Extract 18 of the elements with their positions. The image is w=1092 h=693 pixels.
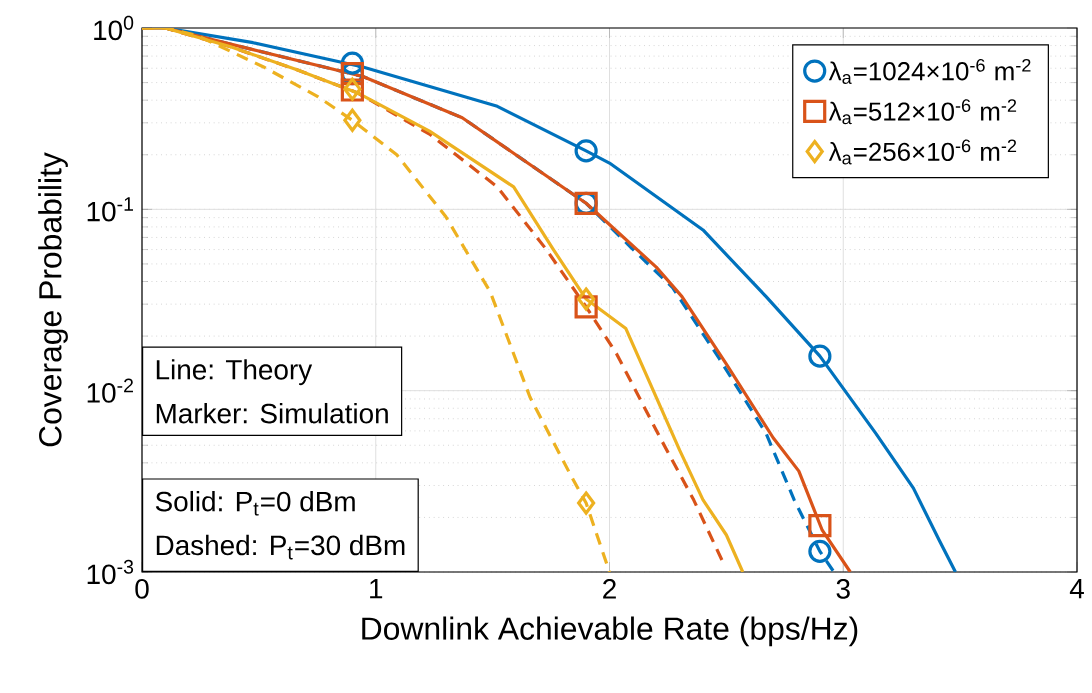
legend-label: λ$_{a}$=512×10$^{-6}$ m$^{-2}$ bbox=[828, 99, 1017, 125]
x-tick-label: 1 bbox=[370, 579, 383, 599]
annotation: Marker: Simulation bbox=[156, 402, 388, 424]
annotation: Solid: P$_{t}$=0 dBm bbox=[155, 490, 355, 516]
legend-label: λ$_{a}$=256×10$^{-6}$ m$^{-2}$ bbox=[828, 139, 1017, 165]
y-axis-title: Coverage Probability bbox=[38, 152, 68, 447]
x-tick-label: 3 bbox=[836, 579, 850, 599]
x-tick-label: 4 bbox=[1069, 579, 1084, 599]
y-tick-label: 10$^{0}$ bbox=[94, 15, 134, 41]
annotation: Dashed: P$_{t}$=30 dBm bbox=[156, 534, 405, 560]
y-tick-label: 10$^{-1}$ bbox=[87, 197, 134, 222]
annotation: Line: Theory bbox=[156, 359, 313, 386]
x-tick-label: 2 bbox=[603, 579, 616, 599]
x-tick-label: 0 bbox=[135, 579, 149, 599]
legend-label: λ$_{a}$=1024×10$^{-6}$ m$^{-2}$ bbox=[828, 58, 1031, 84]
x-axis-title: Downlink Achievable Rate (bps/Hz) bbox=[362, 616, 858, 647]
y-tick-label: 10$^{-2}$ bbox=[87, 378, 133, 403]
y-tick-label: 10$^{-3}$ bbox=[87, 559, 134, 585]
